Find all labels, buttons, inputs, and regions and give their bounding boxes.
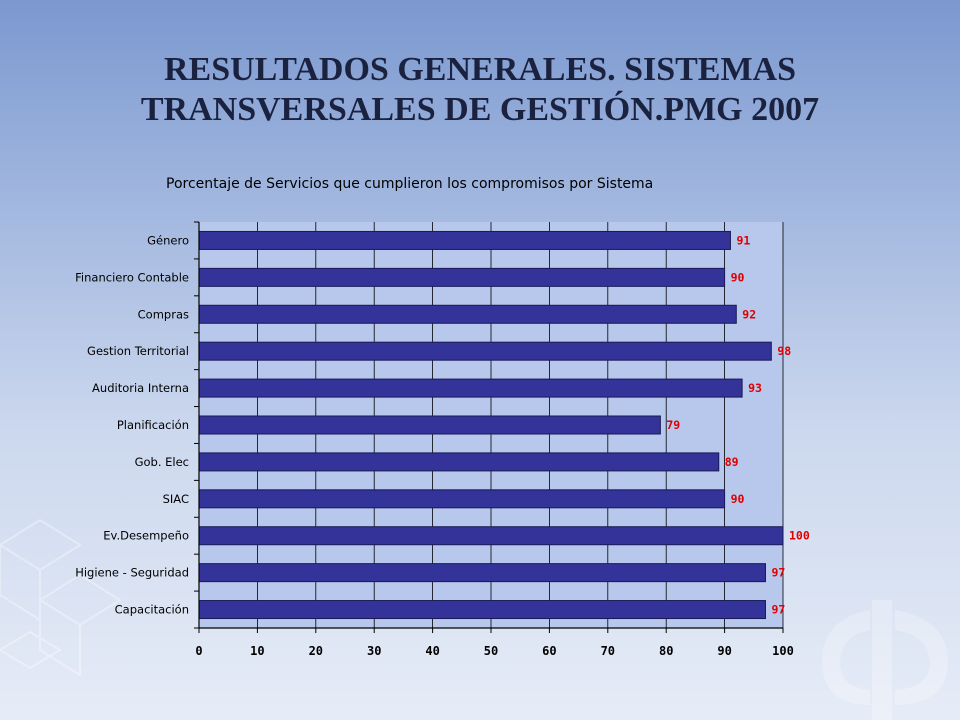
bar-11 (198, 600, 766, 620)
category-label-7: Gob. Elec (135, 455, 189, 469)
bar-8 (198, 489, 726, 509)
bars (198, 230, 784, 620)
category-label-6: Planificación (117, 418, 189, 432)
category-label-1: Género (147, 233, 189, 247)
bar-9 (198, 526, 784, 546)
value-label-10: 97 (771, 566, 785, 580)
value-label-6: 79 (666, 418, 680, 432)
value-label-9: 100 (789, 529, 810, 543)
value-label-3: 92 (742, 307, 756, 321)
x-tick-label-10: 10 (250, 644, 264, 658)
x-tick-label-40: 40 (425, 644, 439, 658)
deco-cube-2-side (39, 600, 81, 677)
category-label-4: Gestion Territorial (87, 344, 189, 358)
category-label-11: Capacitación (115, 603, 189, 617)
x-tick-label-100: 100 (772, 644, 794, 658)
slide-title-line-1: RESULTADOS GENERALES. SISTEMAS (163, 51, 797, 88)
value-label-2: 90 (731, 270, 745, 284)
value-label-11: 97 (771, 603, 785, 617)
x-tick-label-0: 0 (195, 644, 202, 658)
bar-1 (198, 230, 731, 250)
value-label-8: 90 (731, 492, 745, 506)
bar-7 (198, 452, 720, 472)
deco-cube-1 (0, 518, 82, 572)
labels: 0 10 20 30 40 50 60 70 80 90 100 Género 91 Financiero… (75, 233, 810, 658)
x-tick-label-70: 70 (601, 644, 615, 658)
category-label-8: SIAC (163, 492, 189, 506)
value-label-5: 93 (748, 381, 762, 395)
x-tick-label-90: 90 (717, 644, 731, 658)
deco-cube-3 (0, 630, 62, 670)
logo-watermark (821, 600, 949, 720)
slide-title: RESULTADOS GENERALES. SISTEMAS TRANSVERS… (0, 50, 960, 130)
x-tick-label-50: 50 (484, 644, 498, 658)
bar-6 (198, 415, 661, 435)
x-tick-label-30: 30 (367, 644, 381, 658)
deco-cube-1-side (0, 545, 41, 622)
category-label-2: Financiero Contable (75, 270, 189, 284)
deco-cube-2 (38, 573, 122, 627)
slide-title-line-2: TRANSVERSALES DE GESTIÓN.PMG 2007 (140, 91, 820, 128)
bar-2 (198, 267, 726, 287)
category-label-10: Higiene - Seguridad (75, 566, 189, 580)
bar-3 (198, 304, 737, 324)
value-label-1: 91 (736, 233, 750, 247)
x-tick-label-60: 60 (542, 644, 556, 658)
category-label-9: Ev.Desempeño (103, 529, 189, 543)
bar-5 (198, 378, 743, 398)
category-label-3: Compras (138, 307, 189, 321)
bar-4 (198, 341, 772, 361)
category-label-5: Auditoria Interna (92, 381, 189, 395)
bar-10 (198, 563, 766, 583)
value-label-4: 98 (777, 344, 791, 358)
chart-title: Porcentaje de Servicios que cumplieron l… (166, 176, 653, 192)
x-tick-label-80: 80 (659, 644, 673, 658)
value-label-7: 89 (725, 455, 739, 469)
x-tick-label-20: 20 (309, 644, 323, 658)
axes (194, 221, 784, 633)
